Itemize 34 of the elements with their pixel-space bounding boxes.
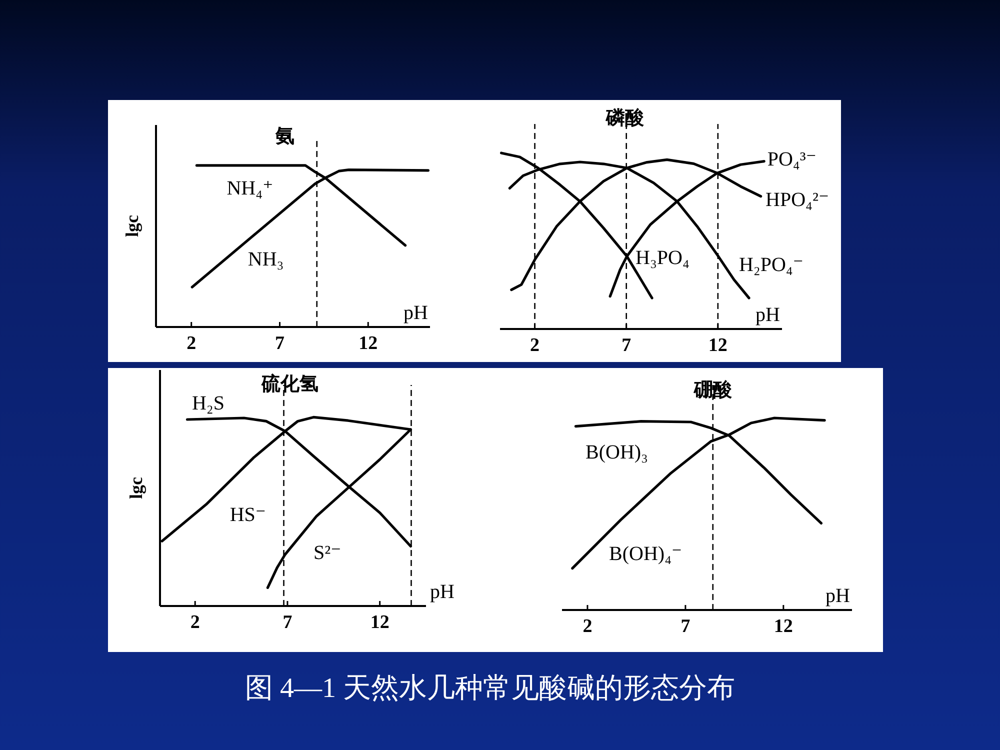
series-label: NH₃ [248, 248, 284, 271]
y-axis-title: lgc [126, 477, 146, 499]
x-tick-label: 7 [622, 335, 632, 356]
series-label: H₃PO₄ [636, 246, 690, 269]
series-label: PO₄³⁻ [767, 148, 816, 170]
x-tick-label: 2 [190, 612, 200, 633]
x-tick-label: 12 [708, 335, 728, 356]
series-label: B(OH)₃ [586, 441, 648, 464]
series-label: NH₄⁺ [226, 177, 274, 200]
x-tick-label: 7 [680, 616, 691, 637]
series-label: H₂S [192, 392, 225, 415]
x-tick-label: 12 [370, 612, 390, 633]
x-tick-label: 12 [358, 333, 378, 354]
chart-title: 氨 [274, 126, 294, 147]
series-label: B(OH)₄⁻ [609, 543, 682, 566]
x-axis-title: pH [756, 304, 780, 326]
series-label: HS⁻ [230, 504, 266, 526]
chart-title: 磷酸 [605, 107, 645, 129]
x-axis-title: pH [404, 302, 428, 324]
series-label: S²⁻ [314, 542, 342, 564]
x-tick-label: 7 [282, 612, 293, 633]
chart-title: 硫化氢 [260, 373, 318, 395]
x-tick-label: 12 [774, 616, 793, 637]
chart-title: 硼酸 [693, 379, 733, 401]
y-axis-title: lgc [122, 215, 142, 237]
series-label: H₂PO₄⁻ [738, 254, 804, 276]
x-tick-label: 7 [274, 333, 285, 354]
x-tick-label: 2 [186, 333, 196, 354]
x-axis-title: pH [430, 581, 454, 603]
series-label: HPO₄²⁻ [766, 188, 830, 211]
x-axis-title: pH [826, 585, 850, 607]
x-tick-label: 2 [530, 335, 540, 356]
text: 图 4—1 天然水几种常见酸碱的形态分布 [245, 673, 735, 704]
x-tick-label: 2 [582, 616, 592, 637]
